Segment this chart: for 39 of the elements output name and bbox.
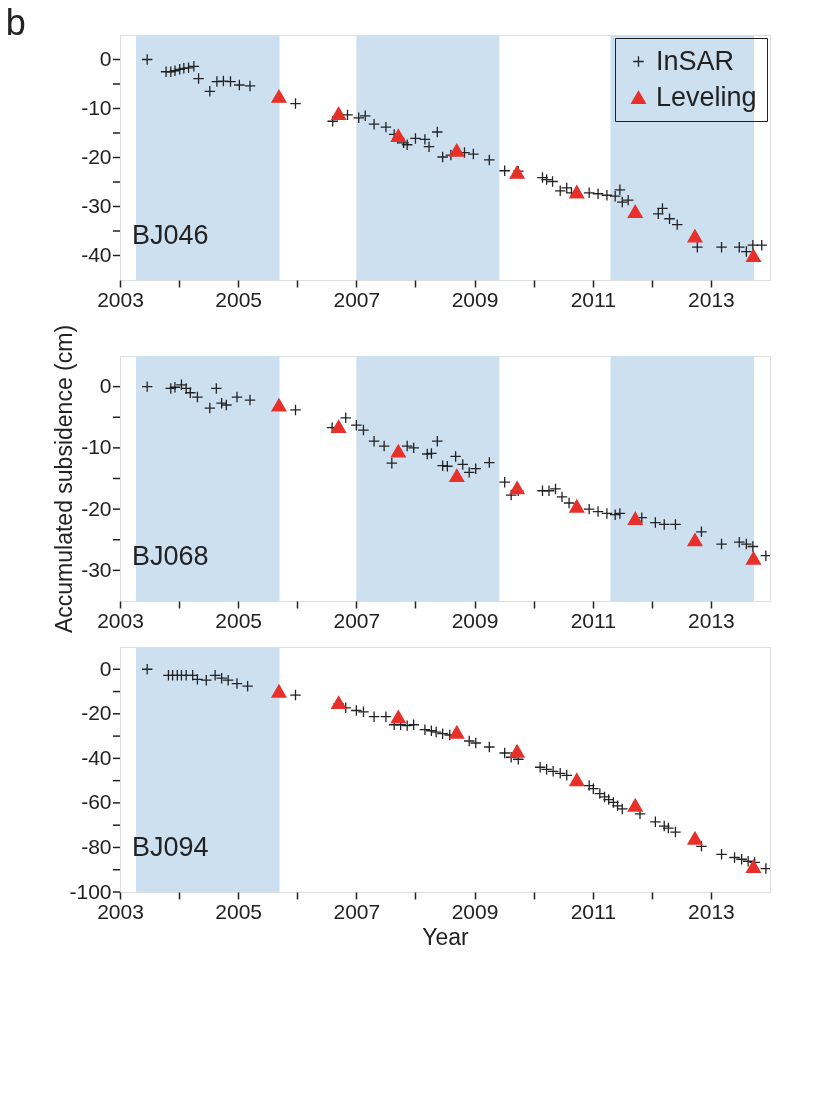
x-tick-label: 2013 <box>688 608 735 632</box>
x-tick-label: 2009 <box>451 287 499 311</box>
y-tick-label: -20 <box>81 496 112 520</box>
x-tick-label: 2005 <box>215 608 263 632</box>
x-tick-label: 2009 <box>451 899 499 923</box>
x-tick-label: 2013 <box>688 899 735 923</box>
y-tick-label: 0 <box>99 47 112 70</box>
x-axis-title: Year <box>422 923 470 950</box>
annotation: BJ094 <box>132 832 209 862</box>
y-tick-label: -30 <box>81 194 112 217</box>
x-tick-label: 2011 <box>570 608 616 632</box>
legend-label: Leveling <box>656 81 757 112</box>
x-tick-label: 2003 <box>97 608 144 632</box>
y-tick-label: -40 <box>81 243 112 266</box>
x-tick-label: 2009 <box>451 608 499 632</box>
y-tick-label: 0 <box>99 374 112 398</box>
y-tick-label: -20 <box>81 145 112 168</box>
x-tick-label: 2007 <box>333 608 381 632</box>
x-tick-label: 2005 <box>215 287 263 311</box>
x-tick-label: 2011 <box>570 287 616 311</box>
chart-title: b <box>5 2 26 43</box>
x-tick-label: 2013 <box>688 287 735 311</box>
y-tick-label: -40 <box>81 745 112 769</box>
legend-label: InSAR <box>656 45 735 76</box>
x-tick-label: 2011 <box>570 899 616 923</box>
y-tick-label: -30 <box>81 557 112 581</box>
x-tick-label: 2007 <box>333 899 381 923</box>
x-tick-label: 2005 <box>215 899 263 923</box>
x-tick-label: 2003 <box>97 287 144 311</box>
y-tick-label: -10 <box>81 435 112 459</box>
y-tick-label: -10 <box>81 96 112 119</box>
y-tick-label: -80 <box>81 834 112 858</box>
y-axis-title: Accumulated subsidence (cm) <box>51 324 78 634</box>
annotation: BJ068 <box>132 541 209 571</box>
x-tick-label: 2007 <box>333 287 381 311</box>
y-tick-label: -60 <box>81 790 112 814</box>
annotation: BJ046 <box>132 220 209 250</box>
y-tick-label: -20 <box>81 701 112 725</box>
y-tick-label: 0 <box>99 656 112 680</box>
